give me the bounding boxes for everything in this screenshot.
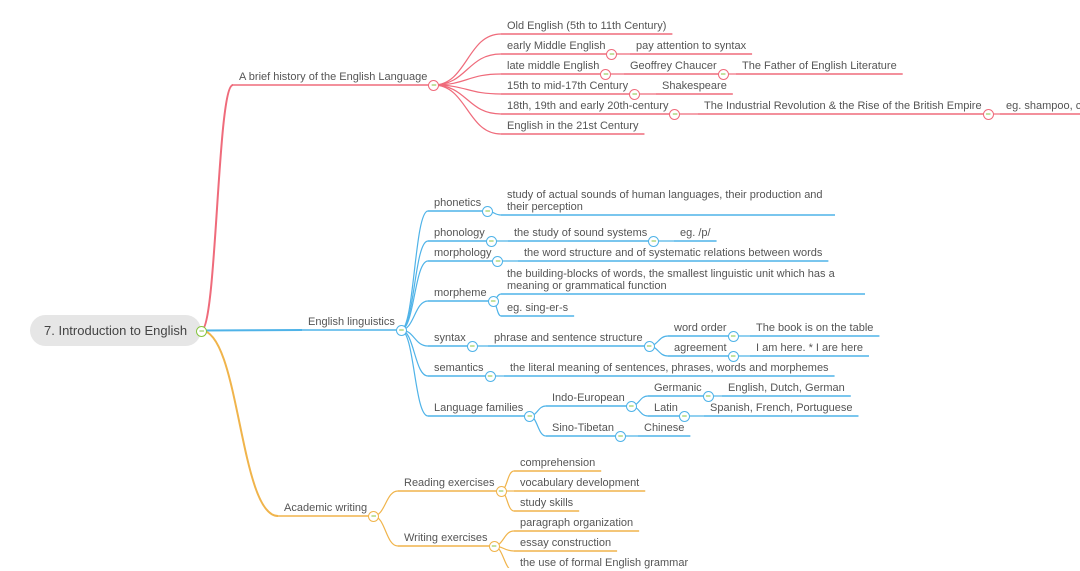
collapse-toggle-icon[interactable] <box>644 341 655 352</box>
mindmap-node[interactable]: English, Dutch, German <box>724 380 849 396</box>
collapse-toggle-icon[interactable] <box>524 411 535 422</box>
mindmap-node[interactable]: syntax <box>430 330 470 346</box>
mindmap-node[interactable]: agreement <box>670 340 731 356</box>
collapse-toggle-icon[interactable] <box>679 411 690 422</box>
mindmap-node[interactable]: Chinese <box>640 420 688 436</box>
mindmap-node[interactable]: the word structure and of systematic rel… <box>520 245 826 261</box>
collapse-toggle-icon[interactable] <box>718 69 729 80</box>
mindmap-node[interactable]: the building-blocks of words, the smalle… <box>503 266 863 294</box>
mindmap-node[interactable]: morpheme <box>430 285 491 301</box>
collapse-toggle-icon[interactable] <box>486 236 497 247</box>
mindmap-node[interactable]: phonetics <box>430 195 485 211</box>
mindmap-node[interactable]: eg. shampoo, candy, cot <box>1002 98 1080 114</box>
mindmap-node[interactable]: study skills <box>516 495 577 511</box>
mindmap-node[interactable]: study of actual sounds of human language… <box>503 187 833 215</box>
mindmap-node[interactable]: Geoffrey Chaucer <box>626 58 721 74</box>
mindmap-node[interactable]: early Middle English <box>503 38 609 54</box>
mindmap-node[interactable]: Germanic <box>650 380 706 396</box>
mindmap-node[interactable]: Sino-Tibetan <box>548 420 618 436</box>
mindmap-node[interactable]: Writing exercises <box>400 530 492 546</box>
mindmap-node[interactable]: English in the 21st Century <box>503 118 642 134</box>
mindmap-node[interactable]: Indo-European <box>548 390 629 406</box>
collapse-toggle-icon[interactable] <box>728 331 739 342</box>
mindmap-node[interactable]: eg. /p/ <box>676 225 715 241</box>
collapse-toggle-icon[interactable] <box>396 325 407 336</box>
collapse-toggle-icon[interactable] <box>703 391 714 402</box>
mindmap-node[interactable]: vocabulary development <box>516 475 643 491</box>
collapse-toggle-icon[interactable] <box>615 431 626 442</box>
mindmap-node[interactable]: eg. sing-er-s <box>503 300 572 316</box>
mindmap-node[interactable]: 15th to mid-17th Century <box>503 78 632 94</box>
mindmap-node[interactable]: paragraph organization <box>516 515 637 531</box>
collapse-toggle-icon[interactable] <box>496 486 507 497</box>
mindmap-node[interactable]: Spanish, French, Portuguese <box>706 400 856 416</box>
mindmap-node[interactable]: English linguistics <box>304 314 399 330</box>
mindmap-root[interactable]: 7. Introduction to English <box>30 315 201 346</box>
mindmap-node[interactable]: the study of sound systems <box>510 225 651 241</box>
collapse-toggle-icon[interactable] <box>467 341 478 352</box>
mindmap-node[interactable]: the literal meaning of sentences, phrase… <box>506 360 833 376</box>
mindmap-node[interactable]: The book is on the table <box>752 320 877 336</box>
mindmap-node[interactable]: Shakespeare <box>658 78 731 94</box>
collapse-toggle-icon[interactable] <box>626 401 637 412</box>
mindmap-node[interactable]: Academic writing <box>280 500 371 516</box>
mindmap-node[interactable]: phrase and sentence structure <box>490 330 647 346</box>
mindmap-node[interactable]: Old English (5th to 11th Century) <box>503 18 670 34</box>
mindmap-node[interactable]: phonology <box>430 225 489 241</box>
collapse-toggle-icon[interactable] <box>428 80 439 91</box>
mindmap-node[interactable]: 18th, 19th and early 20th-century <box>503 98 672 114</box>
mindmap-node[interactable]: I am here. * I are here <box>752 340 867 356</box>
mindmap-node[interactable]: The Father of English Literature <box>738 58 901 74</box>
collapse-toggle-icon[interactable] <box>669 109 680 120</box>
mindmap-node[interactable]: morphology <box>430 245 495 261</box>
mindmap-node[interactable]: Reading exercises <box>400 475 499 491</box>
collapse-toggle-icon[interactable] <box>482 206 493 217</box>
mindmap-node[interactable]: Language families <box>430 400 527 416</box>
mindmap-node[interactable]: semantics <box>430 360 488 376</box>
collapse-toggle-icon[interactable] <box>488 296 499 307</box>
mindmap-node[interactable]: essay construction <box>516 535 615 551</box>
collapse-toggle-icon[interactable] <box>728 351 739 362</box>
mindmap-node[interactable]: The Industrial Revolution & the Rise of … <box>700 98 986 114</box>
collapse-toggle-icon[interactable] <box>983 109 994 120</box>
collapse-toggle-icon[interactable] <box>629 89 640 100</box>
collapse-toggle-icon[interactable] <box>485 371 496 382</box>
mindmap-node[interactable]: pay attention to syntax <box>632 38 750 54</box>
mindmap-node[interactable]: word order <box>670 320 731 336</box>
collapse-toggle-icon[interactable] <box>196 326 207 337</box>
mindmap-node[interactable]: Latin <box>650 400 682 416</box>
mindmap-node[interactable]: the use of formal English grammar <box>516 555 692 571</box>
collapse-toggle-icon[interactable] <box>606 49 617 60</box>
mindmap-node[interactable]: late middle English <box>503 58 603 74</box>
collapse-toggle-icon[interactable] <box>489 541 500 552</box>
collapse-toggle-icon[interactable] <box>492 256 503 267</box>
collapse-toggle-icon[interactable] <box>368 511 379 522</box>
mindmap-node[interactable]: comprehension <box>516 455 599 471</box>
mindmap-node[interactable]: A brief history of the English Language <box>235 69 431 85</box>
